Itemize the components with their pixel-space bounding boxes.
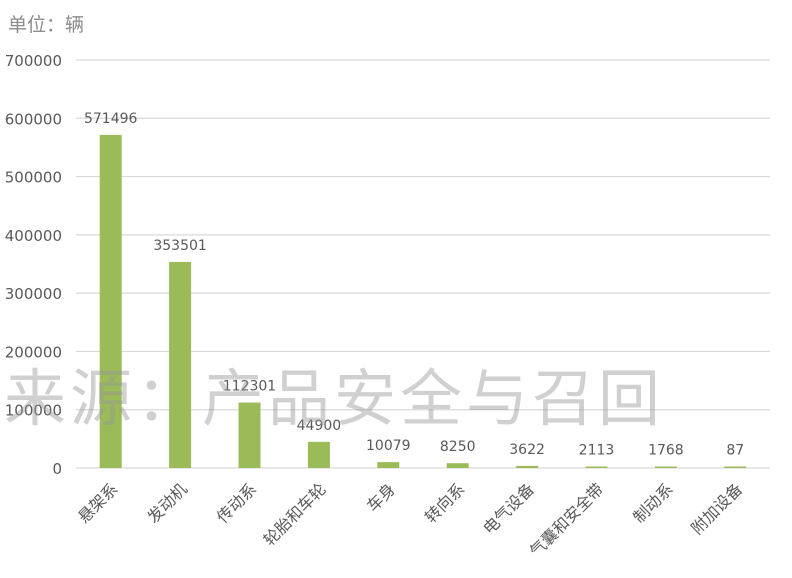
data-label: 44900	[297, 418, 342, 434]
category-label: 电气设备	[479, 479, 538, 538]
category-label: 制动系	[629, 479, 676, 526]
data-label: 87	[726, 443, 744, 459]
data-label: 8250	[440, 439, 476, 455]
bar	[516, 465, 539, 468]
bar	[724, 466, 747, 468]
category-label: 车身	[363, 479, 399, 515]
y-tick-label: 200000	[5, 343, 62, 361]
data-label: 2113	[579, 443, 615, 459]
data-label: 571496	[84, 111, 138, 127]
bar	[169, 261, 192, 468]
y-tick-label: 700000	[5, 52, 62, 70]
y-tick-label: 300000	[5, 285, 62, 303]
data-label: 112301	[223, 379, 276, 395]
data-label: 353501	[153, 238, 206, 254]
category-label: 发动机	[144, 479, 191, 526]
bar	[377, 462, 400, 468]
bar	[238, 402, 261, 468]
unit-label: 单位：辆	[8, 14, 85, 36]
bar	[654, 466, 677, 468]
category-label: 转向系	[421, 479, 468, 526]
y-tick-label: 600000	[5, 110, 62, 128]
data-label: 3622	[509, 442, 545, 458]
y-tick-label: 500000	[5, 169, 62, 187]
bar	[99, 134, 122, 468]
bar	[585, 466, 608, 468]
category-label: 轮胎和车轮	[260, 479, 330, 549]
y-tick-label: 0	[52, 460, 62, 478]
bar	[307, 441, 330, 468]
category-label: 悬架系	[74, 479, 121, 526]
y-tick-label: 400000	[5, 227, 62, 245]
bar	[446, 463, 469, 468]
data-label: 1768	[648, 443, 684, 459]
data-label: 10079	[366, 438, 411, 454]
category-label: 传动系	[213, 479, 260, 526]
category-label: 附加设备	[687, 479, 746, 538]
category-label: 气囊和安全带	[526, 479, 607, 560]
y-tick-label: 100000	[5, 402, 62, 420]
